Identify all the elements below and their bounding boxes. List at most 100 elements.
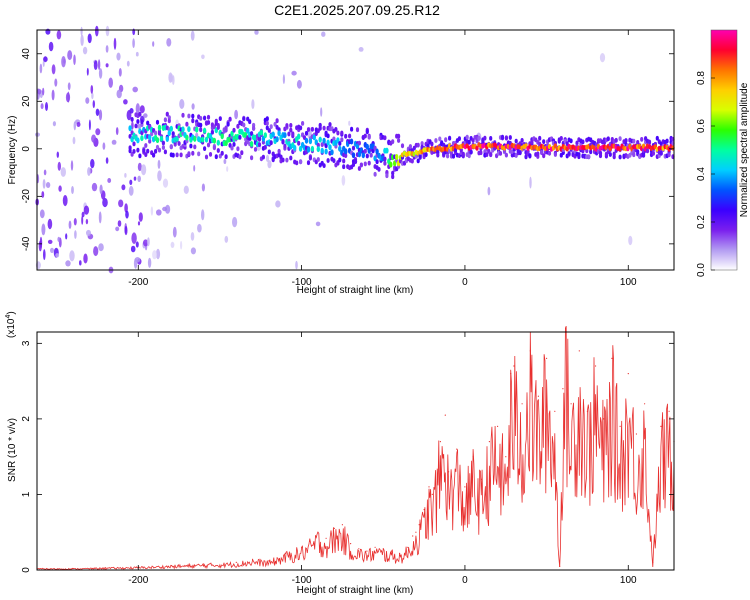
spectrogram-cell: [214, 118, 218, 124]
spectrogram-cell: [659, 150, 663, 156]
spectrogram-cell: [542, 153, 546, 159]
spectrogram-cell: [467, 153, 471, 159]
spectrogram-cell: [95, 128, 101, 136]
spectrogram-cell: [289, 127, 293, 133]
spectrogram-cell: [115, 226, 120, 232]
spectrogram-cell: [154, 148, 158, 154]
spectrogram-cell: [98, 68, 103, 79]
spectrogram-cell: [320, 107, 323, 117]
spectrogram-cell: [191, 103, 195, 110]
spectrogram-cell: [98, 109, 103, 121]
spectrogram-cell: [190, 30, 195, 41]
spectrogram-cell: [99, 184, 103, 195]
spectrogram-cell: [206, 142, 211, 148]
snr-data-point: [537, 395, 540, 397]
spectrogram-cell: [161, 140, 165, 146]
snr-data-point: [497, 425, 499, 427]
spectrogram-cell: [287, 131, 291, 137]
spectrogram-cell: [322, 137, 326, 144]
spectrogram-cell: [363, 161, 367, 167]
spectrogram-cell: [135, 51, 139, 57]
spectrogram-cell: [138, 111, 142, 117]
spectrogram-cell: [614, 137, 618, 143]
spectrogram-cell: [123, 99, 128, 105]
spectrogram-cell: [251, 99, 255, 110]
spectrogram-cell: [526, 149, 530, 155]
spectrogram-cell: [170, 241, 175, 248]
spectrogram-x-ticks: -200 -100 0 100: [128, 30, 637, 288]
spectrogram-cell: [154, 130, 158, 136]
spectrogram-cell: [181, 112, 185, 118]
spectrogram-cell: [469, 149, 473, 155]
spectrogram-cell: [248, 119, 252, 125]
spectrogram-cell: [55, 253, 60, 258]
spectrogram-cell: [223, 159, 227, 164]
spectrogram-cell: [161, 145, 165, 150]
spectrogram-cell: [338, 157, 342, 163]
spectrogram-cell: [42, 179, 46, 189]
snr-data-point: [480, 478, 482, 480]
spectrogram-cell: [212, 137, 217, 144]
spectrogram-cell: [90, 85, 94, 94]
spectrogram-cell: [357, 151, 362, 158]
snr-data-point: [603, 418, 605, 420]
spectrogram-cell: [618, 154, 622, 160]
spectrogram-cell: [283, 132, 287, 139]
spectrogram-cell: [446, 153, 450, 159]
spectrogram-cell: [162, 206, 168, 212]
spectrogram-cell: [267, 128, 271, 133]
figure-title: C2E1.2025.207.09.25.R12: [274, 2, 440, 18]
spectrogram-cell: [291, 131, 295, 137]
spectrogram-cell: [108, 77, 113, 88]
spectrogram-cell: [102, 142, 106, 150]
spectrogram-cell: [587, 154, 591, 160]
x-tick-label: 0: [462, 277, 468, 288]
spectrogram-cell: [191, 150, 195, 156]
spectrogram-cell: [361, 152, 365, 159]
spectrogram-cell: [162, 178, 169, 188]
spectrogram-cell: [322, 125, 326, 131]
snr-background: [37, 332, 674, 570]
spectrogram-cell: [91, 134, 97, 143]
spectrogram-cell: [146, 120, 150, 126]
spectrogram-cell: [181, 126, 185, 133]
spectrogram-cell: [168, 72, 173, 83]
spectrogram-cell: [400, 143, 405, 149]
spectrogram-cell: [645, 148, 650, 154]
spectrogram-cell: [344, 133, 348, 139]
snr-data-point: [586, 410, 589, 412]
spectrogram-cell: [93, 246, 99, 257]
spectrogram-cell: [191, 118, 195, 124]
spectrogram-cell: [410, 158, 414, 164]
spectrogram-cell: [538, 135, 542, 141]
spectrogram-cell: [310, 126, 314, 132]
spectrogram-cell: [80, 26, 83, 36]
spectrogram-cell: [210, 129, 214, 135]
spectrogram-cell: [140, 135, 144, 142]
snr-data-point: [203, 563, 205, 565]
spectrogram-cell: [236, 146, 240, 152]
spectrogram-cell: [150, 131, 154, 137]
spectrogram-cell: [636, 149, 640, 155]
spectrogram-cell: [606, 136, 610, 142]
spectrogram-cell: [116, 52, 121, 61]
spectrogram-cell: [267, 160, 272, 169]
spectrogram-cell: [68, 220, 72, 229]
snr-data-point: [488, 441, 490, 443]
spectrogram-cell: [169, 144, 173, 149]
spectrogram-cell: [148, 138, 152, 144]
spectrogram-cell: [80, 34, 84, 46]
y-tick-label: 20: [21, 95, 32, 107]
spectrogram-cell: [581, 148, 585, 154]
spectrogram-cell: [195, 126, 199, 133]
spectrogram-cell: [330, 149, 334, 156]
spectrogram-cell: [263, 132, 267, 139]
spectrogram-cell: [332, 136, 336, 142]
spectrogram-cell: [348, 133, 352, 139]
spectrogram-cell: [459, 147, 463, 153]
spectrogram-cell: [87, 167, 91, 176]
spectrogram-cell: [224, 154, 228, 160]
spectrogram-cell: [124, 173, 127, 178]
spectrogram-cell: [135, 103, 140, 115]
